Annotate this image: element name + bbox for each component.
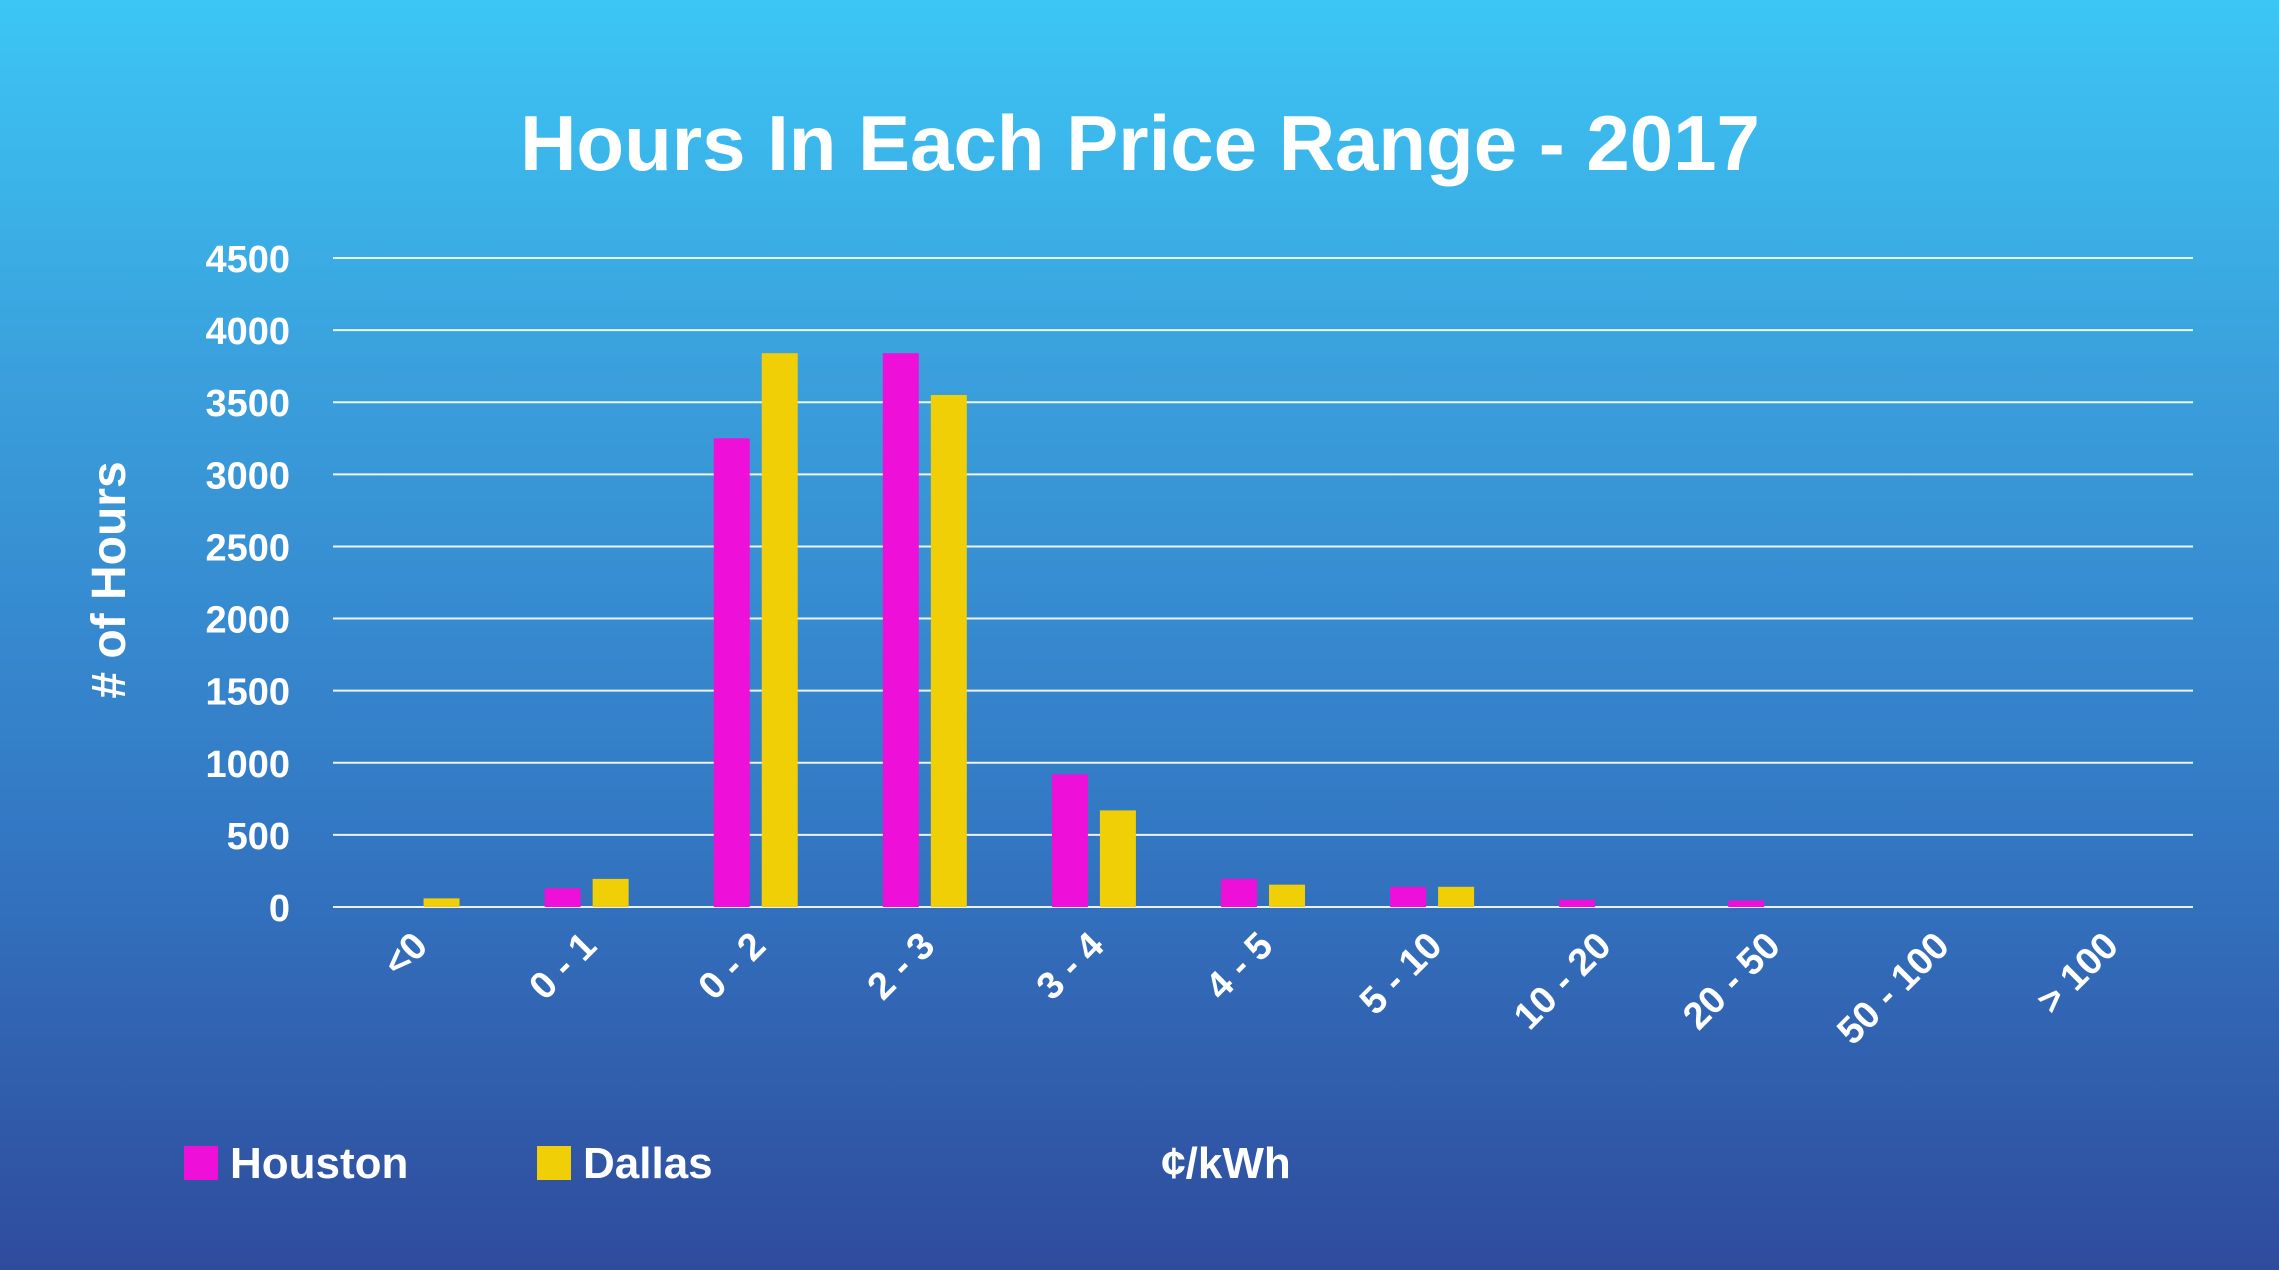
y-axis-ticks: 0 500 1000 1500 2000 2500 3000 3500 4000 4500: [205, 239, 290, 930]
x-axis-ticks: <0 0 - 1 0 - 2 2 - 3 3 - 4 4 - 5 5 - 10 10 - 20…: [376, 925, 2127, 1053]
bar-dallas-5: [1269, 884, 1305, 907]
legend-label-dallas: Dallas: [583, 1139, 713, 1188]
x-tick-label: 5 - 10: [1352, 925, 1450, 1023]
bar-dallas-2: [761, 353, 798, 908]
y-tick-label: 3500: [205, 383, 290, 425]
x-tick-label: 4 - 5: [1198, 925, 1281, 1008]
y-tick-label: 2500: [205, 527, 290, 569]
x-tick-label: <0: [376, 925, 436, 985]
bar-dallas-1: [592, 878, 629, 907]
bar-dallas-3: [930, 395, 967, 907]
bar-houston-8: [1728, 900, 1765, 907]
bar-houston-4: [1051, 774, 1088, 907]
legend-swatch-dallas: [537, 1146, 571, 1180]
y-tick-label: 1000: [205, 744, 290, 786]
x-tick-label: 3 - 4: [1029, 925, 1112, 1008]
bar-dallas-0: [423, 898, 460, 907]
x-tick-label: 0 - 1: [522, 925, 605, 1008]
legend: Houston Dallas: [184, 1139, 713, 1188]
y-tick-label: 2000: [205, 600, 290, 642]
y-tick-label: 3000: [205, 455, 290, 497]
y-tick-label: 4500: [205, 239, 290, 281]
x-tick-label: 2 - 3: [860, 925, 943, 1008]
gridlines: [333, 257, 2193, 908]
legend-swatch-houston: [184, 1146, 218, 1180]
bar-houston-1: [544, 888, 581, 907]
x-axis-label: ¢/kWh: [1161, 1139, 1291, 1188]
bar-houston-7: [1559, 899, 1596, 907]
x-tick-label: 50 - 100: [1829, 925, 1957, 1053]
x-tick-label: 0 - 2: [691, 925, 774, 1008]
chart-title: Hours In Each Price Range - 2017: [520, 99, 1760, 187]
y-tick-label: 0: [269, 888, 290, 930]
bar-dallas-6: [1438, 886, 1475, 907]
bar-dallas-4: [1099, 810, 1136, 907]
x-tick-label: 20 - 50: [1675, 925, 1788, 1038]
y-tick-label: 4000: [205, 311, 290, 353]
y-tick-label: 500: [227, 816, 290, 858]
bar-houston-6: [1390, 886, 1427, 907]
bars: [423, 353, 1765, 908]
x-tick-label: 10 - 20: [1506, 925, 1619, 1038]
y-tick-label: 1500: [205, 672, 290, 714]
bar-houston-5: [1221, 878, 1257, 907]
x-tick-label: > 100: [2029, 925, 2127, 1023]
y-axis-label: # of Hours: [83, 461, 136, 698]
legend-label-houston: Houston: [230, 1139, 408, 1188]
bar-houston-2: [713, 438, 750, 907]
bar-houston-3: [882, 353, 919, 908]
